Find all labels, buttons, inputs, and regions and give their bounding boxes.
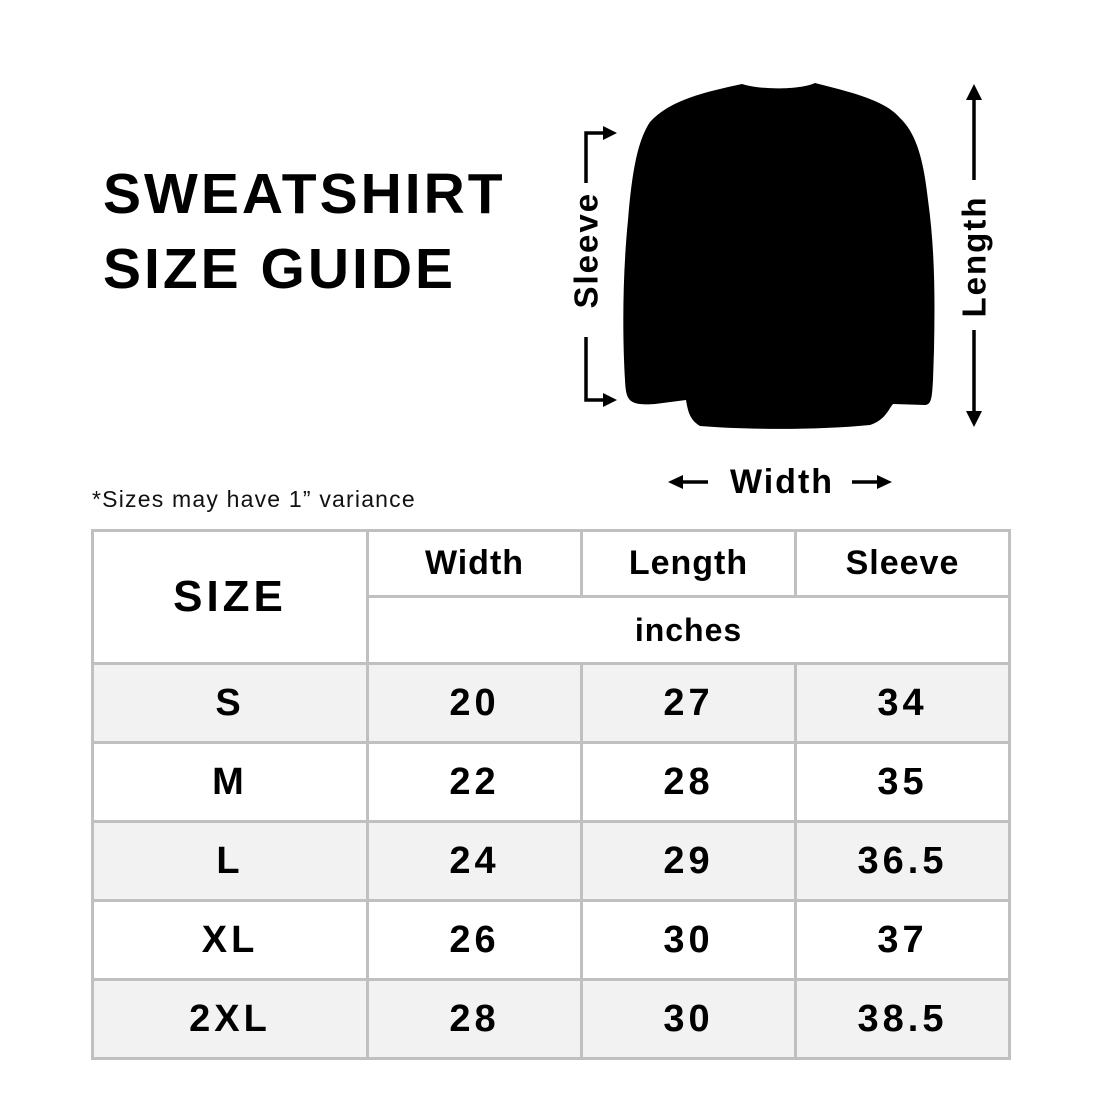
width-cell: 28 <box>366 978 583 1060</box>
sleeve-cell: 38.5 <box>794 978 1011 1060</box>
sleeve-cell: 34 <box>794 662 1011 744</box>
variance-note: *Sizes may have 1” variance <box>92 486 416 512</box>
table-row: S 20 27 34 <box>91 662 1011 744</box>
length-label: Length <box>955 195 993 318</box>
table-row: 2XL 28 30 38.5 <box>91 978 1011 1060</box>
table-row: M 22 28 35 <box>91 741 1011 823</box>
length-cell: 30 <box>580 978 797 1060</box>
length-cell: 28 <box>580 741 797 823</box>
table-row: XL 26 30 37 <box>91 899 1011 981</box>
length-cell: 27 <box>580 662 797 744</box>
column-header-sleeve: Sleeve <box>794 529 1011 598</box>
column-header-length: Length <box>580 529 797 598</box>
width-cell: 22 <box>366 741 583 823</box>
sleeve-label: Sleeve <box>567 191 605 309</box>
size-cell: M <box>91 741 369 823</box>
sleeve-cell: 36.5 <box>794 820 1011 902</box>
title-line-2: SIZE GUIDE <box>103 237 457 301</box>
size-table: SIZE Width Length Sleeve inches S 20 27 … <box>91 529 1011 1060</box>
width-cell: 24 <box>366 820 583 902</box>
width-cell: 20 <box>366 662 583 744</box>
size-header: SIZE <box>91 529 369 665</box>
sweatshirt-image <box>623 83 935 429</box>
unit-label: inches <box>366 595 1011 665</box>
sweatshirt-diagram <box>584 83 982 489</box>
title-line-1: SWEATSHIRT <box>103 162 506 226</box>
length-cell: 29 <box>580 820 797 902</box>
width-cell: 26 <box>366 899 583 981</box>
table-row: L 24 29 36.5 <box>91 820 1011 902</box>
width-label: Width <box>729 463 835 501</box>
sleeve-cell: 37 <box>794 899 1011 981</box>
length-cell: 30 <box>580 899 797 981</box>
sleeve-arrow-icon <box>584 131 604 402</box>
column-header-width: Width <box>366 529 583 598</box>
sleeve-cell: 35 <box>794 741 1011 823</box>
size-cell: S <box>91 662 369 744</box>
size-cell: XL <box>91 899 369 981</box>
size-cell: 2XL <box>91 978 369 1060</box>
size-cell: L <box>91 820 369 902</box>
